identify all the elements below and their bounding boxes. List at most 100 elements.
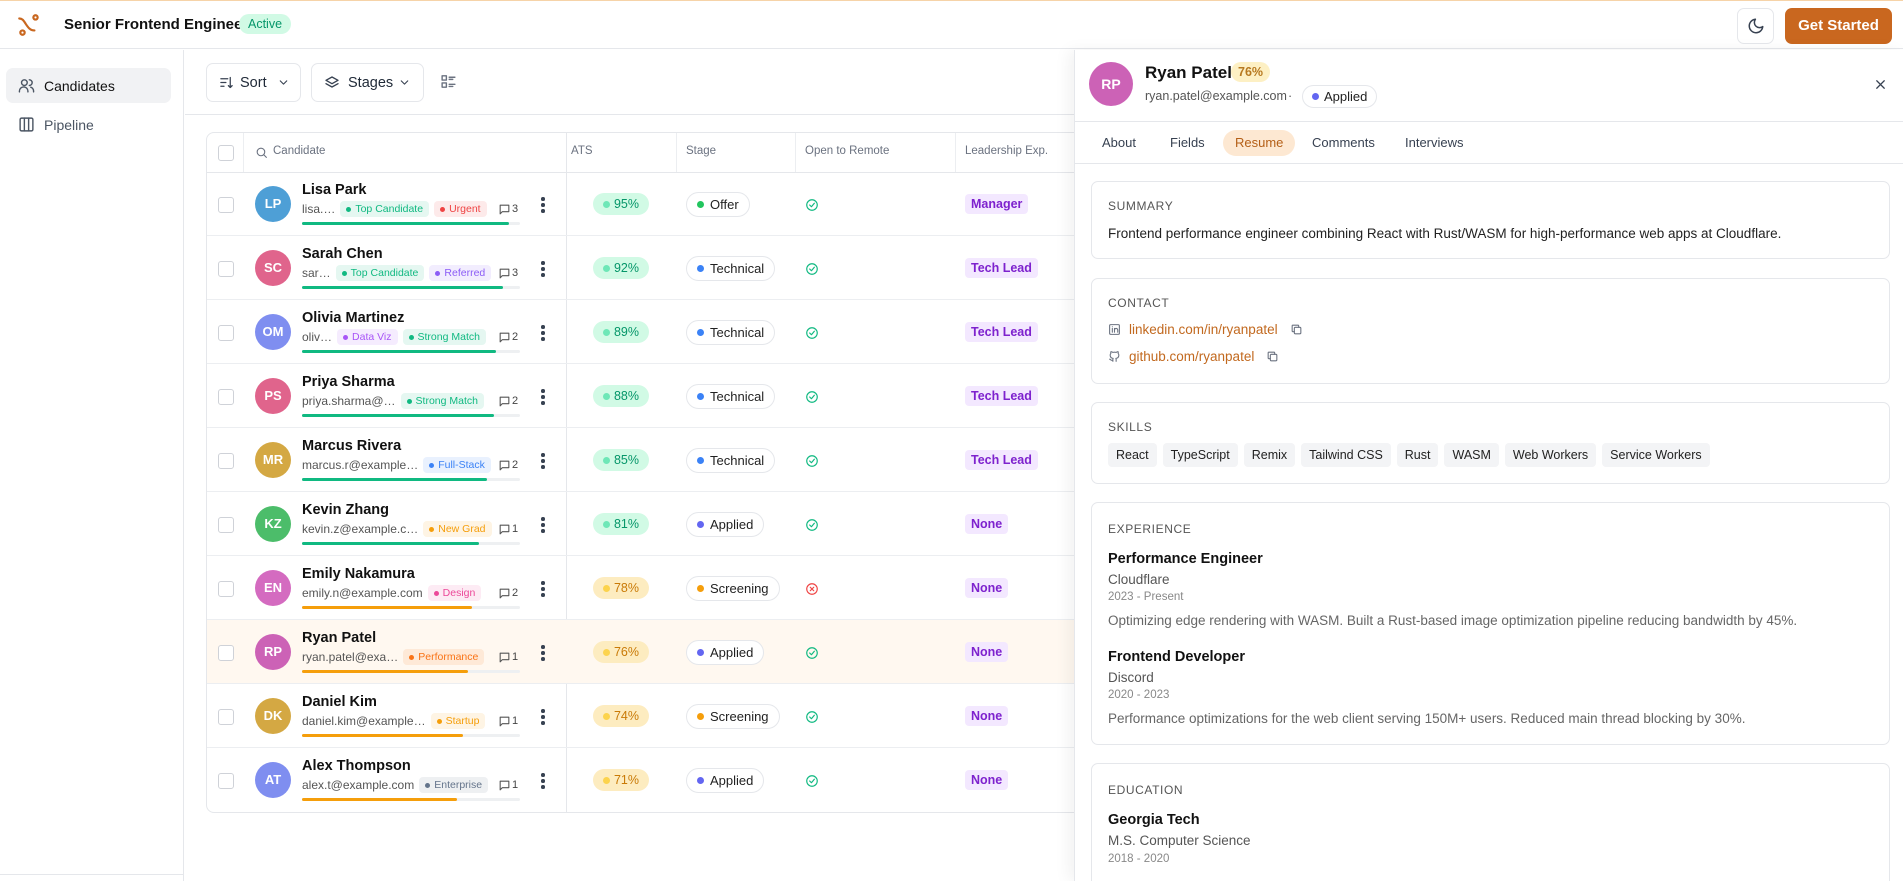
theme-toggle[interactable]	[1737, 8, 1774, 44]
comment-count: 3	[512, 267, 519, 279]
view-toggle-part	[441, 75, 448, 81]
education-card	[1091, 763, 1890, 881]
ats-score: 88%	[593, 385, 649, 407]
comment-icon-part	[499, 268, 510, 279]
comment-count: 2	[512, 459, 519, 471]
row-checkbox[interactable]	[218, 261, 234, 277]
row-checkbox[interactable]	[218, 773, 234, 789]
header-checkbox[interactable]	[218, 145, 234, 161]
ats-dot	[602, 712, 610, 720]
tab[interactable]: Fields	[1170, 135, 1205, 150]
row-menu[interactable]	[538, 641, 548, 663]
ats-score: 78%	[593, 577, 649, 599]
menu-dot	[541, 523, 545, 527]
remote-yes-part	[806, 263, 818, 275]
menu-dot	[541, 267, 545, 271]
ats-bar	[302, 286, 503, 289]
tag-dot	[436, 718, 442, 724]
candidate-meta: alex.t@example.com Enterprise	[302, 777, 489, 793]
moon-icon	[1748, 18, 1764, 34]
avatar: KZ	[255, 506, 291, 542]
remote-yes-part	[809, 330, 815, 336]
job-description: Optimizing edge rendering with WASM. Bui…	[1108, 613, 1798, 628]
column-header[interactable]: Stage	[686, 145, 717, 157]
row-checkbox[interactable]	[218, 197, 234, 213]
tab[interactable]: Comments	[1312, 135, 1375, 150]
row-menu[interactable]	[538, 769, 548, 791]
column-separator	[955, 133, 956, 172]
tab[interactable]: Interviews	[1405, 135, 1464, 150]
tab[interactable]: About	[1102, 135, 1136, 150]
nav-item[interactable]: Pipeline	[6, 107, 171, 142]
tab[interactable]: Resume	[1223, 130, 1296, 156]
row-checkbox[interactable]	[218, 389, 234, 405]
row-menu[interactable]	[538, 513, 548, 535]
skill-chip: WASM	[1444, 443, 1499, 467]
row-menu[interactable]	[538, 577, 548, 599]
contact-link[interactable]: github.com/ryanpatel	[1129, 349, 1255, 364]
avatar: MR	[255, 442, 291, 478]
row-menu[interactable]	[538, 449, 548, 471]
nav-icon-part	[20, 79, 28, 87]
nav-item[interactable]: Candidates	[6, 68, 171, 103]
row-menu[interactable]	[538, 321, 548, 343]
remote-yes	[806, 199, 818, 211]
ats-dot	[602, 328, 610, 336]
contact-icon-part	[1109, 324, 1120, 335]
row-checkbox[interactable]	[218, 517, 234, 533]
column-header[interactable]: Candidate	[273, 145, 326, 157]
row-menu[interactable]	[538, 193, 548, 215]
candidate-row[interactable]	[207, 492, 1206, 556]
stage-dot	[697, 521, 704, 528]
row-checkbox[interactable]	[218, 453, 234, 469]
tag: Design	[427, 585, 482, 601]
stage-pill: Screening	[686, 576, 780, 601]
row-menu[interactable]	[538, 385, 548, 407]
ats-score: 81%	[593, 513, 649, 535]
tag: Top Candidate	[335, 265, 425, 281]
candidate-row[interactable]	[207, 556, 1206, 620]
panel-name: Ryan Patel	[1145, 63, 1232, 82]
column-header[interactable]: Open to Remote	[805, 145, 890, 157]
candidate-row[interactable]	[207, 364, 1206, 428]
row-checkbox[interactable]	[218, 709, 234, 725]
sort-button[interactable]: Sort	[206, 63, 301, 102]
remote-yes-part	[809, 522, 815, 528]
candidate-row[interactable]	[207, 236, 1206, 300]
leadership-badge: Tech Lead	[965, 322, 1038, 342]
ats-dot	[602, 200, 610, 208]
contact-link[interactable]: linkedin.com/in/ryanpatel	[1129, 322, 1278, 337]
candidate-row[interactable]	[207, 300, 1206, 364]
ats-bar	[302, 606, 473, 609]
leadership-badge: None	[965, 770, 1009, 790]
candidate-row[interactable]	[207, 684, 1206, 748]
candidate-row[interactable]	[207, 172, 1206, 236]
column-header[interactable]: ATS	[571, 145, 593, 157]
stages-button[interactable]: Stages	[311, 63, 424, 102]
tabs-divider	[1075, 163, 1903, 164]
row-menu[interactable]	[538, 257, 548, 279]
ats-dot	[602, 648, 610, 656]
candidate-meta: ryan.patel@exa… Performance	[302, 649, 485, 665]
remote-no-part	[809, 586, 815, 592]
ats-value: 71%	[613, 773, 640, 787]
tag-dot	[408, 334, 414, 340]
tag: Top Candidate	[340, 201, 430, 217]
candidate-row[interactable]	[207, 428, 1206, 492]
sidebar	[0, 50, 184, 881]
row-checkbox[interactable]	[218, 325, 234, 341]
column-header[interactable]: Leadership Exp.	[965, 145, 1049, 157]
ats-bar	[302, 734, 464, 737]
remote-yes-part	[806, 775, 818, 787]
close-button	[1876, 80, 1885, 89]
remote-yes	[806, 327, 818, 339]
stage-pill: Technical	[686, 384, 776, 409]
row-checkbox[interactable]	[218, 581, 234, 597]
menu-dot	[541, 593, 545, 597]
nav-icon	[19, 117, 34, 132]
get-started-button[interactable]: Get Started	[1785, 8, 1892, 44]
copy-icon-part	[1291, 324, 1299, 333]
row-checkbox[interactable]	[218, 645, 234, 661]
stage-pill: Applied	[686, 640, 765, 665]
row-menu[interactable]	[538, 705, 548, 727]
